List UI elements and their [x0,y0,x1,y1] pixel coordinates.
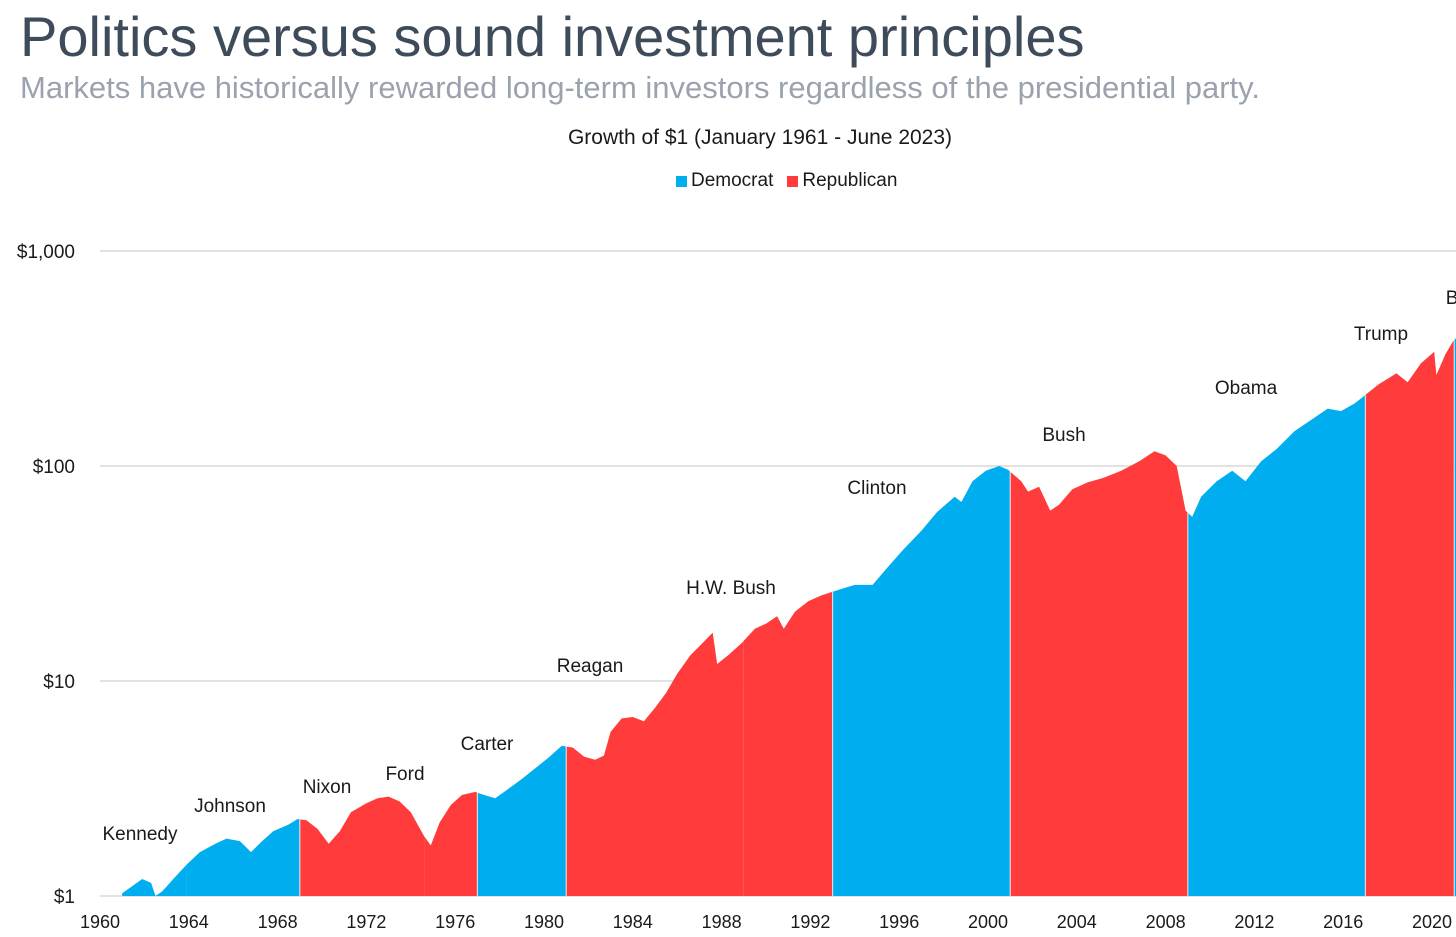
x-tick-label: 1960 [80,912,120,932]
legend-swatch-republican [787,175,799,187]
legend-label-democrat: Democrat [691,170,774,191]
president-label: Carter [461,734,514,755]
president-label: Ford [385,764,424,785]
x-tick-label: 1996 [879,912,919,932]
area-segment-bush [1010,451,1188,896]
x-tick-label: 1968 [258,912,298,932]
president-label: H.W. Bush [686,578,776,599]
page-title: Politics versus sound investment princip… [20,5,1085,68]
legend-item-democrat: Democrat [676,170,773,192]
x-tick-label: 1964 [169,912,209,932]
area-segment-kennedy [122,864,187,896]
president-label: Biden [1446,288,1456,309]
president-label: Clinton [847,478,906,499]
legend-label-republican: Republican [802,170,898,191]
area-segment-trump [1365,340,1455,897]
y-tick-label: $1 [54,887,75,908]
x-tick-label: 1988 [702,912,742,932]
area-segment-obama [1187,394,1366,896]
x-tick-label: 2016 [1323,912,1363,932]
y-tick-label: $10 [43,672,75,693]
area-segment-reagan [566,632,744,896]
x-tick-label: 1980 [524,912,564,932]
president-label: Bush [1042,425,1085,446]
president-label: Kennedy [102,824,178,845]
president-label: Reagan [557,656,624,677]
x-tick-label: 2008 [1146,912,1186,932]
area-segment-nixon [299,796,425,896]
president-label: Nixon [303,777,352,798]
x-tick-label: 1984 [613,912,653,932]
y-tick-label: $100 [33,457,75,478]
x-tick-label: 1976 [435,912,475,932]
x-tick-label: 2012 [1234,912,1274,932]
x-tick-label: 2000 [968,912,1008,932]
y-tick-label: $1,000 [17,242,75,263]
area-segment-carter [477,745,567,896]
president-label: Johnson [194,796,266,817]
area-segment-ford [424,791,478,896]
x-tick-label: 2004 [1057,912,1097,932]
x-tick-label: 1972 [346,912,386,932]
chart-title: Growth of $1 (January 1961 - June 2023) [567,126,953,149]
area-segment-clinton [832,466,1011,896]
x-tick-label: 1992 [790,912,830,932]
page-subtitle: Markets have historically rewarded long-… [20,70,1260,105]
legend-item-republican: Republican [787,170,897,192]
chart-legend: Democrat Republican [676,170,911,192]
area-segment-johnson [186,819,300,896]
x-tick-label: 2020 [1412,912,1452,932]
president-label: Trump [1354,324,1408,345]
legend-swatch-democrat [676,175,687,187]
president-label: Obama [1215,378,1278,399]
area-segment-h-w-bush [743,591,833,896]
